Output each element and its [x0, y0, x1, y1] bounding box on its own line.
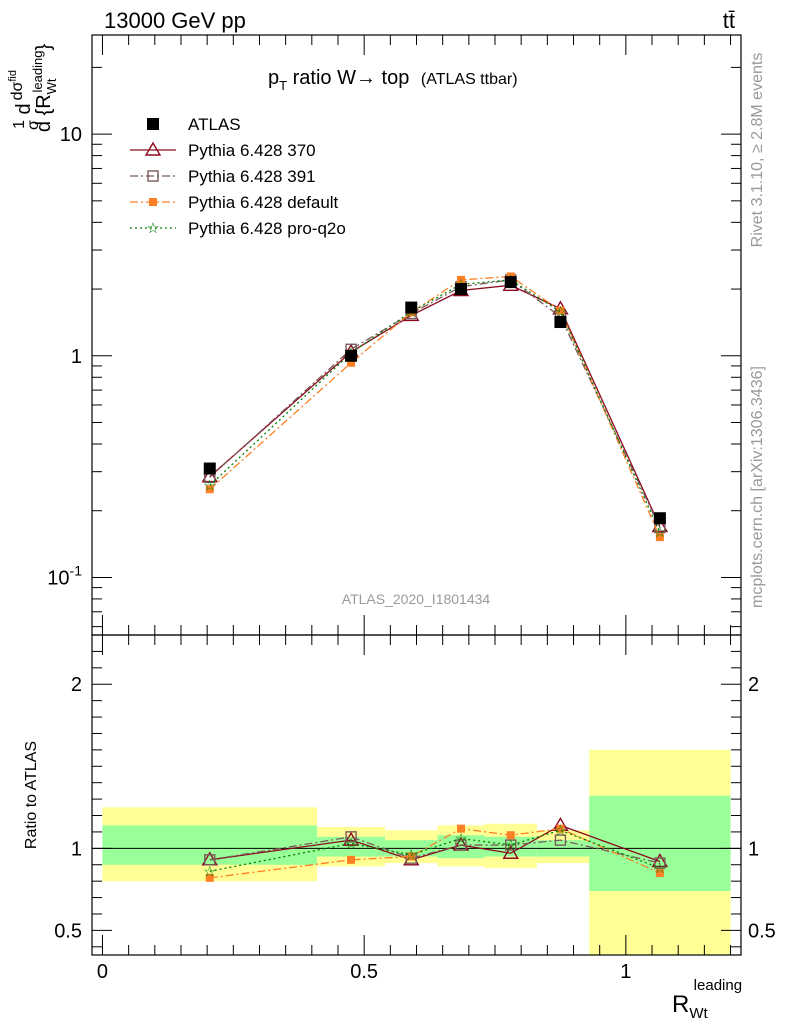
atlas-point-4 [504, 276, 517, 289]
ratio-ytick-label-left-0: 0.5 [54, 920, 82, 942]
band-green-1 [317, 836, 386, 857]
xtick-label-2: 1 [620, 961, 631, 983]
ratio-series-point-3-0: ☆ [203, 862, 216, 880]
ratio-series-point-1-1 [345, 831, 357, 843]
main-series-line-0 [209, 284, 661, 527]
title-sub: T [279, 78, 287, 93]
atlas-point-6 [653, 512, 666, 525]
svg-text:d {RWtleading}: d {RWtleading} [30, 44, 59, 133]
atlas-point-2 [405, 301, 418, 314]
atlas-point-1 [345, 349, 358, 362]
legend-label-4: Pythia 6.428 pro-q2o [188, 219, 346, 238]
band-green-0 [102, 825, 318, 865]
ratio-series-point-3-4: ☆ [504, 836, 517, 854]
legend-label-1: Pythia 6.428 370 [188, 141, 316, 160]
ratio-ytick-label-left-2: 2 [71, 674, 82, 696]
ratio-series-point-2-1 [347, 855, 356, 864]
energy-label: 13000 GeV pp [104, 8, 246, 33]
ratio-ylabel: Ratio to ATLAS [23, 741, 40, 849]
title-small: (ATLAS ttbar) [421, 71, 518, 88]
legend: ATLAS Pythia 6.428 370 Pythia 6.428 391 Pyt… [130, 115, 346, 238]
ratio-ytick-label-right-2: 2 [748, 674, 759, 696]
ratio-ytick-label-left-1: 1 [71, 838, 82, 860]
ratio-series-point-2-5 [556, 824, 565, 833]
legend-label-2: Pythia 6.428 391 [188, 167, 316, 186]
atlas-point-0 [203, 462, 216, 475]
main-series-point-3-6: ☆ [653, 523, 666, 541]
ratio-series-point-0-1 [342, 831, 360, 846]
xlabel: RWtleading [672, 977, 742, 1022]
main-series-point-2-5 [556, 306, 565, 315]
ratio-series-point-3-5: ☆ [554, 821, 567, 839]
ratio-series-point-1-4 [505, 839, 517, 851]
process-label: tt̄ [723, 8, 735, 33]
ratio-series-point-1-6 [654, 857, 666, 869]
ratio-series-point-2-3 [456, 824, 465, 833]
legend-marker-4: ☆ [146, 219, 159, 237]
main-ylabel-text: 1σ ddσfid [7, 70, 42, 130]
ratio-series-point-1-5 [554, 834, 567, 846]
ratio-series-point-2-4 [506, 831, 515, 840]
legend-marker-0 [147, 118, 159, 130]
plot-title: pT ratio W→ top (ATLAS ttbar) [268, 67, 518, 93]
main-series-point-2-6 [655, 533, 664, 542]
analysis-watermark: ATLAS_2020_I1801434 [342, 591, 491, 607]
rivet-label: Rivet 3.1.10, ≥ 2.8M events [749, 53, 766, 248]
main-series-line-3 [209, 279, 661, 533]
main-ytick-label-1: 1 [71, 346, 82, 368]
ratio-series-point-2-0 [205, 873, 214, 882]
xtick-label-0: 0 [97, 961, 108, 983]
legend-marker-3 [149, 198, 157, 206]
ratio-series-line-1 [209, 836, 661, 864]
band-green-3 [437, 835, 485, 859]
main-ylabel: 1σ ddσfid d {RWtleading} [7, 44, 59, 133]
axes: 10-1 1 10 0 0.5 1 0.5 0.5 1 1 2 2 [47, 35, 776, 983]
title-rest: ratio W→ top [287, 67, 409, 89]
main-series-point-2-3 [456, 275, 465, 284]
ratio-series-point-2-6 [655, 868, 664, 877]
main-series-point-2-1 [347, 358, 356, 367]
ratio-series-point-0-6 [651, 853, 669, 868]
ratio-series-point-3-2: ☆ [405, 846, 418, 864]
main-series-point-3-0: ☆ [203, 476, 216, 494]
main-series-line-1 [209, 279, 661, 528]
ratio-series-point-1-0 [204, 854, 216, 866]
legend-marker-2 [147, 170, 159, 182]
legend-label-0: ATLAS [188, 115, 241, 134]
main-series-point-2-0 [205, 485, 214, 494]
main-panel: ☆☆☆☆☆☆☆ [201, 271, 669, 542]
legend-marker-1 [144, 141, 162, 156]
atlas-point-3 [454, 283, 467, 296]
legend-label-3: Pythia 6.428 default [188, 193, 339, 212]
ratio-series-point-0-4 [502, 844, 519, 859]
ratio-series-point-2-2 [407, 852, 416, 861]
ratio-series-point-3-1: ☆ [344, 834, 357, 852]
ratio-series-point-3-3: ☆ [454, 829, 467, 847]
ratio-ytick-label-right-1: 1 [748, 838, 759, 860]
xtick-label-1: 0.5 [350, 961, 378, 983]
main-ytick-label-0: 10-1 [47, 562, 82, 589]
ratio-series-point-3-6: ☆ [653, 859, 666, 877]
atlas-point-5 [554, 316, 567, 329]
source-label: mcplots.cern.ch [arXiv:1306.3436] [749, 366, 766, 608]
main-ytick-label-2: 10 [60, 124, 82, 146]
main-series-line-2 [209, 275, 661, 538]
ratio-ytick-label-right-0: 0.5 [748, 920, 776, 942]
title-p: p [268, 67, 279, 89]
ratio-panel: ☆ ☆ ☆ ☆ ☆ ☆ ☆ [92, 749, 741, 955]
ratio-series-point-1-3 [455, 839, 467, 851]
